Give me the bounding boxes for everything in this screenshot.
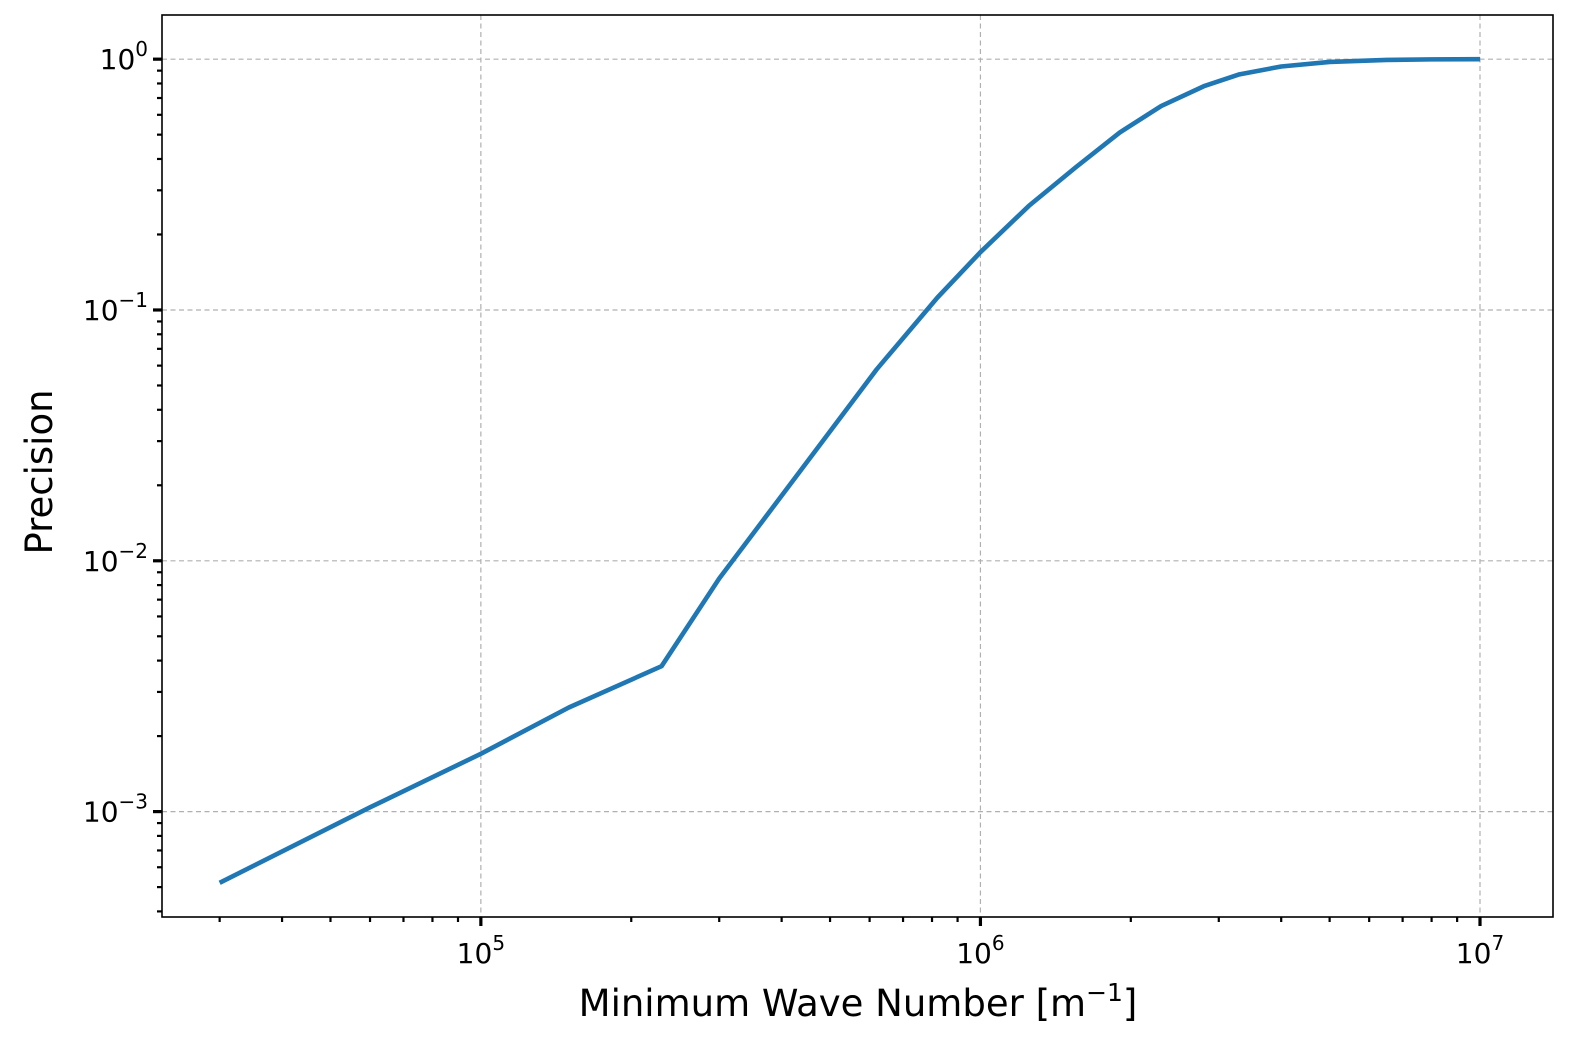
x-axis-label: Minimum Wave Number [m−1] bbox=[579, 978, 1138, 1025]
y-tick-label-exponent: −2 bbox=[119, 539, 148, 563]
x-axis-label-main: Minimum Wave Number [m bbox=[579, 982, 1086, 1025]
x-tick-label-exponent: 5 bbox=[492, 931, 505, 955]
grid bbox=[162, 15, 1553, 917]
y-tick-label-exponent: 0 bbox=[135, 37, 148, 61]
y-tick-label-base: 10 bbox=[83, 796, 119, 829]
y-tick-label: 100 bbox=[100, 37, 148, 76]
x-tick-label: 105 bbox=[457, 931, 505, 970]
x-tick-label-base: 10 bbox=[956, 937, 992, 970]
y-tick-label: 10−1 bbox=[83, 288, 148, 327]
y-tick-label-base: 10 bbox=[83, 545, 119, 578]
y-axis-label: Precision bbox=[18, 389, 61, 554]
series-line bbox=[218, 56, 1481, 885]
x-tick-label-exponent: 7 bbox=[1491, 931, 1504, 955]
x-axis-label-suffix: ] bbox=[1123, 982, 1137, 1025]
ticks bbox=[153, 57, 1482, 926]
y-tick-label: 10−3 bbox=[83, 790, 148, 829]
y-tick-label-exponent: −3 bbox=[119, 790, 148, 814]
y-tick-label-base: 10 bbox=[100, 43, 136, 76]
y-tick-label-base: 10 bbox=[83, 294, 119, 327]
plot-frame bbox=[161, 14, 1554, 918]
y-tick-label: 10−2 bbox=[83, 539, 148, 578]
x-tick-label-base: 10 bbox=[1456, 937, 1492, 970]
x-tick-label: 107 bbox=[1456, 931, 1504, 970]
x-axis-label-exponent: −1 bbox=[1086, 978, 1123, 1007]
x-tick-label-exponent: 6 bbox=[992, 931, 1005, 955]
x-tick-label: 106 bbox=[956, 931, 1004, 970]
y-tick-label-exponent: −1 bbox=[119, 288, 148, 312]
series-group bbox=[218, 56, 1481, 885]
x-tick-label-base: 10 bbox=[457, 937, 493, 970]
